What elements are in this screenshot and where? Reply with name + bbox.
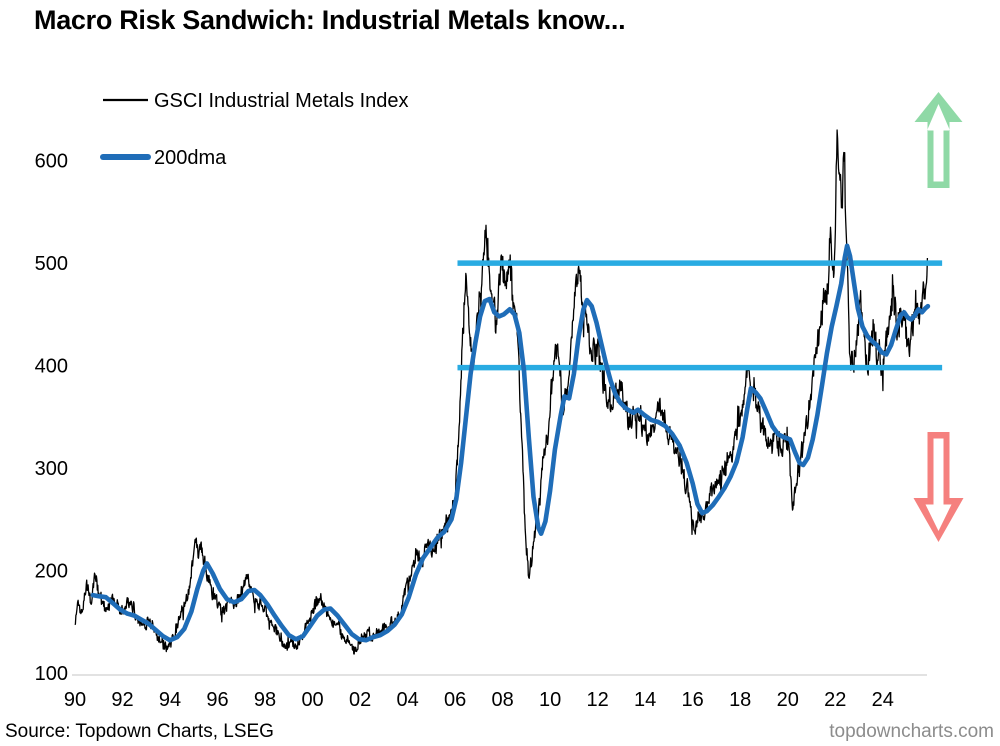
x-tick-label: 16 bbox=[682, 689, 704, 711]
down-arrow-icon bbox=[913, 432, 964, 542]
watermark: topdowncharts.com bbox=[829, 721, 994, 742]
x-tick-label: 98 bbox=[254, 689, 276, 711]
y-axis-ticks: 100 200 300 400 500 600 bbox=[35, 151, 68, 685]
x-tick-label: 06 bbox=[444, 689, 466, 711]
x-tick-label: 22 bbox=[824, 689, 846, 711]
chart-title: Macro Risk Sandwich: Industrial Metals k… bbox=[34, 5, 626, 35]
x-tick-label: 24 bbox=[872, 689, 894, 711]
dma-line bbox=[90, 243, 931, 643]
y-tick-label: 400 bbox=[35, 356, 68, 378]
x-tick-label: 14 bbox=[634, 689, 656, 711]
y-tick-label: 600 bbox=[35, 151, 68, 173]
x-tick-label: 12 bbox=[587, 689, 609, 711]
legend: GSCI Industrial Metals Index 200dma bbox=[100, 90, 409, 169]
x-tick-label: 92 bbox=[111, 689, 133, 711]
x-tick-label: 18 bbox=[729, 689, 751, 711]
y-tick-label: 100 bbox=[35, 663, 68, 685]
y-tick-label: 300 bbox=[35, 458, 68, 480]
source-note: Source: Topdown Charts, LSEG bbox=[5, 721, 274, 742]
y-tick-label: 200 bbox=[35, 561, 68, 583]
x-tick-label: 20 bbox=[777, 689, 799, 711]
x-tick-label: 94 bbox=[159, 689, 181, 711]
x-tick-label: 90 bbox=[64, 689, 86, 711]
x-tick-label: 02 bbox=[349, 689, 371, 711]
x-tick-label: 96 bbox=[206, 689, 228, 711]
gsci-legend-label: GSCI Industrial Metals Index bbox=[154, 90, 409, 112]
x-tick-label: 10 bbox=[539, 689, 561, 711]
x-tick-label: 04 bbox=[396, 689, 418, 711]
y-tick-label: 500 bbox=[35, 253, 68, 275]
x-tick-label: 00 bbox=[301, 689, 323, 711]
x-axis-ticks: 90 92 94 96 98 00 02 04 06 08 10 12 14 16 18 20 22 24 bbox=[64, 689, 894, 711]
x-tick-label: 08 bbox=[492, 689, 514, 711]
series-lines bbox=[74, 129, 943, 655]
up-arrow-icon bbox=[914, 92, 963, 188]
dma-legend-label: 200dma bbox=[154, 147, 227, 169]
